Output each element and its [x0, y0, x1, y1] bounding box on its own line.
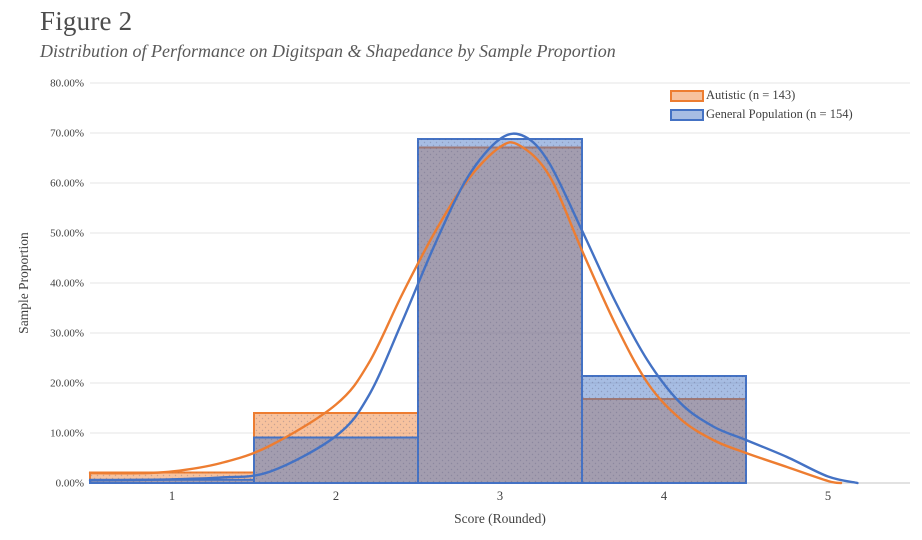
y-tick-label: 50.00% [50, 228, 84, 240]
density-curve-general [88, 132, 859, 485]
x-tick-label: 1 [169, 489, 175, 503]
y-tick-label: 0.00% [56, 478, 84, 490]
density-curves [88, 132, 859, 485]
legend-item-general-population: General Population (n = 154) [670, 107, 853, 122]
legend-item-autistic: Autistic (n = 143) [670, 88, 853, 103]
density-curve-autistic [88, 141, 843, 485]
dot-texture [254, 413, 418, 483]
y-tick-label: 40.00% [50, 278, 84, 290]
y-tick-label: 70.00% [50, 128, 84, 140]
x-tick-label: 5 [825, 489, 831, 503]
x-tick-label: 3 [497, 489, 503, 503]
bar-texture [90, 139, 746, 483]
legend: Autistic (n = 143) General Population (n… [670, 88, 853, 126]
x-tick-label: 4 [661, 489, 668, 503]
figure-title: Figure 2 [40, 6, 133, 36]
dot-texture [418, 139, 582, 483]
legend-label-autistic: Autistic (n = 143) [706, 88, 796, 102]
legend-label-general-population: General Population (n = 154) [706, 107, 853, 121]
dot-texture [90, 472, 254, 483]
y-tick-label: 30.00% [50, 328, 84, 340]
y-tick-label: 20.00% [50, 378, 84, 390]
y-tick-label: 60.00% [50, 178, 84, 190]
axis-tick-labels: 0.00% 10.00% 20.00% 30.00% 40.00% 50.00% 60.00… [50, 78, 831, 504]
legend-swatch-autistic [670, 89, 704, 102]
y-tick-label: 80.00% [50, 78, 84, 90]
x-tick-label: 2 [333, 489, 339, 503]
legend-swatch-general-population [670, 108, 704, 121]
figure-subtitle: Distribution of Performance on Digitspan… [40, 41, 616, 61]
y-tick-label: 10.00% [50, 428, 84, 440]
x-axis-title: Score (Rounded) [454, 511, 546, 526]
y-axis-title: Sample Proportion [16, 232, 31, 334]
